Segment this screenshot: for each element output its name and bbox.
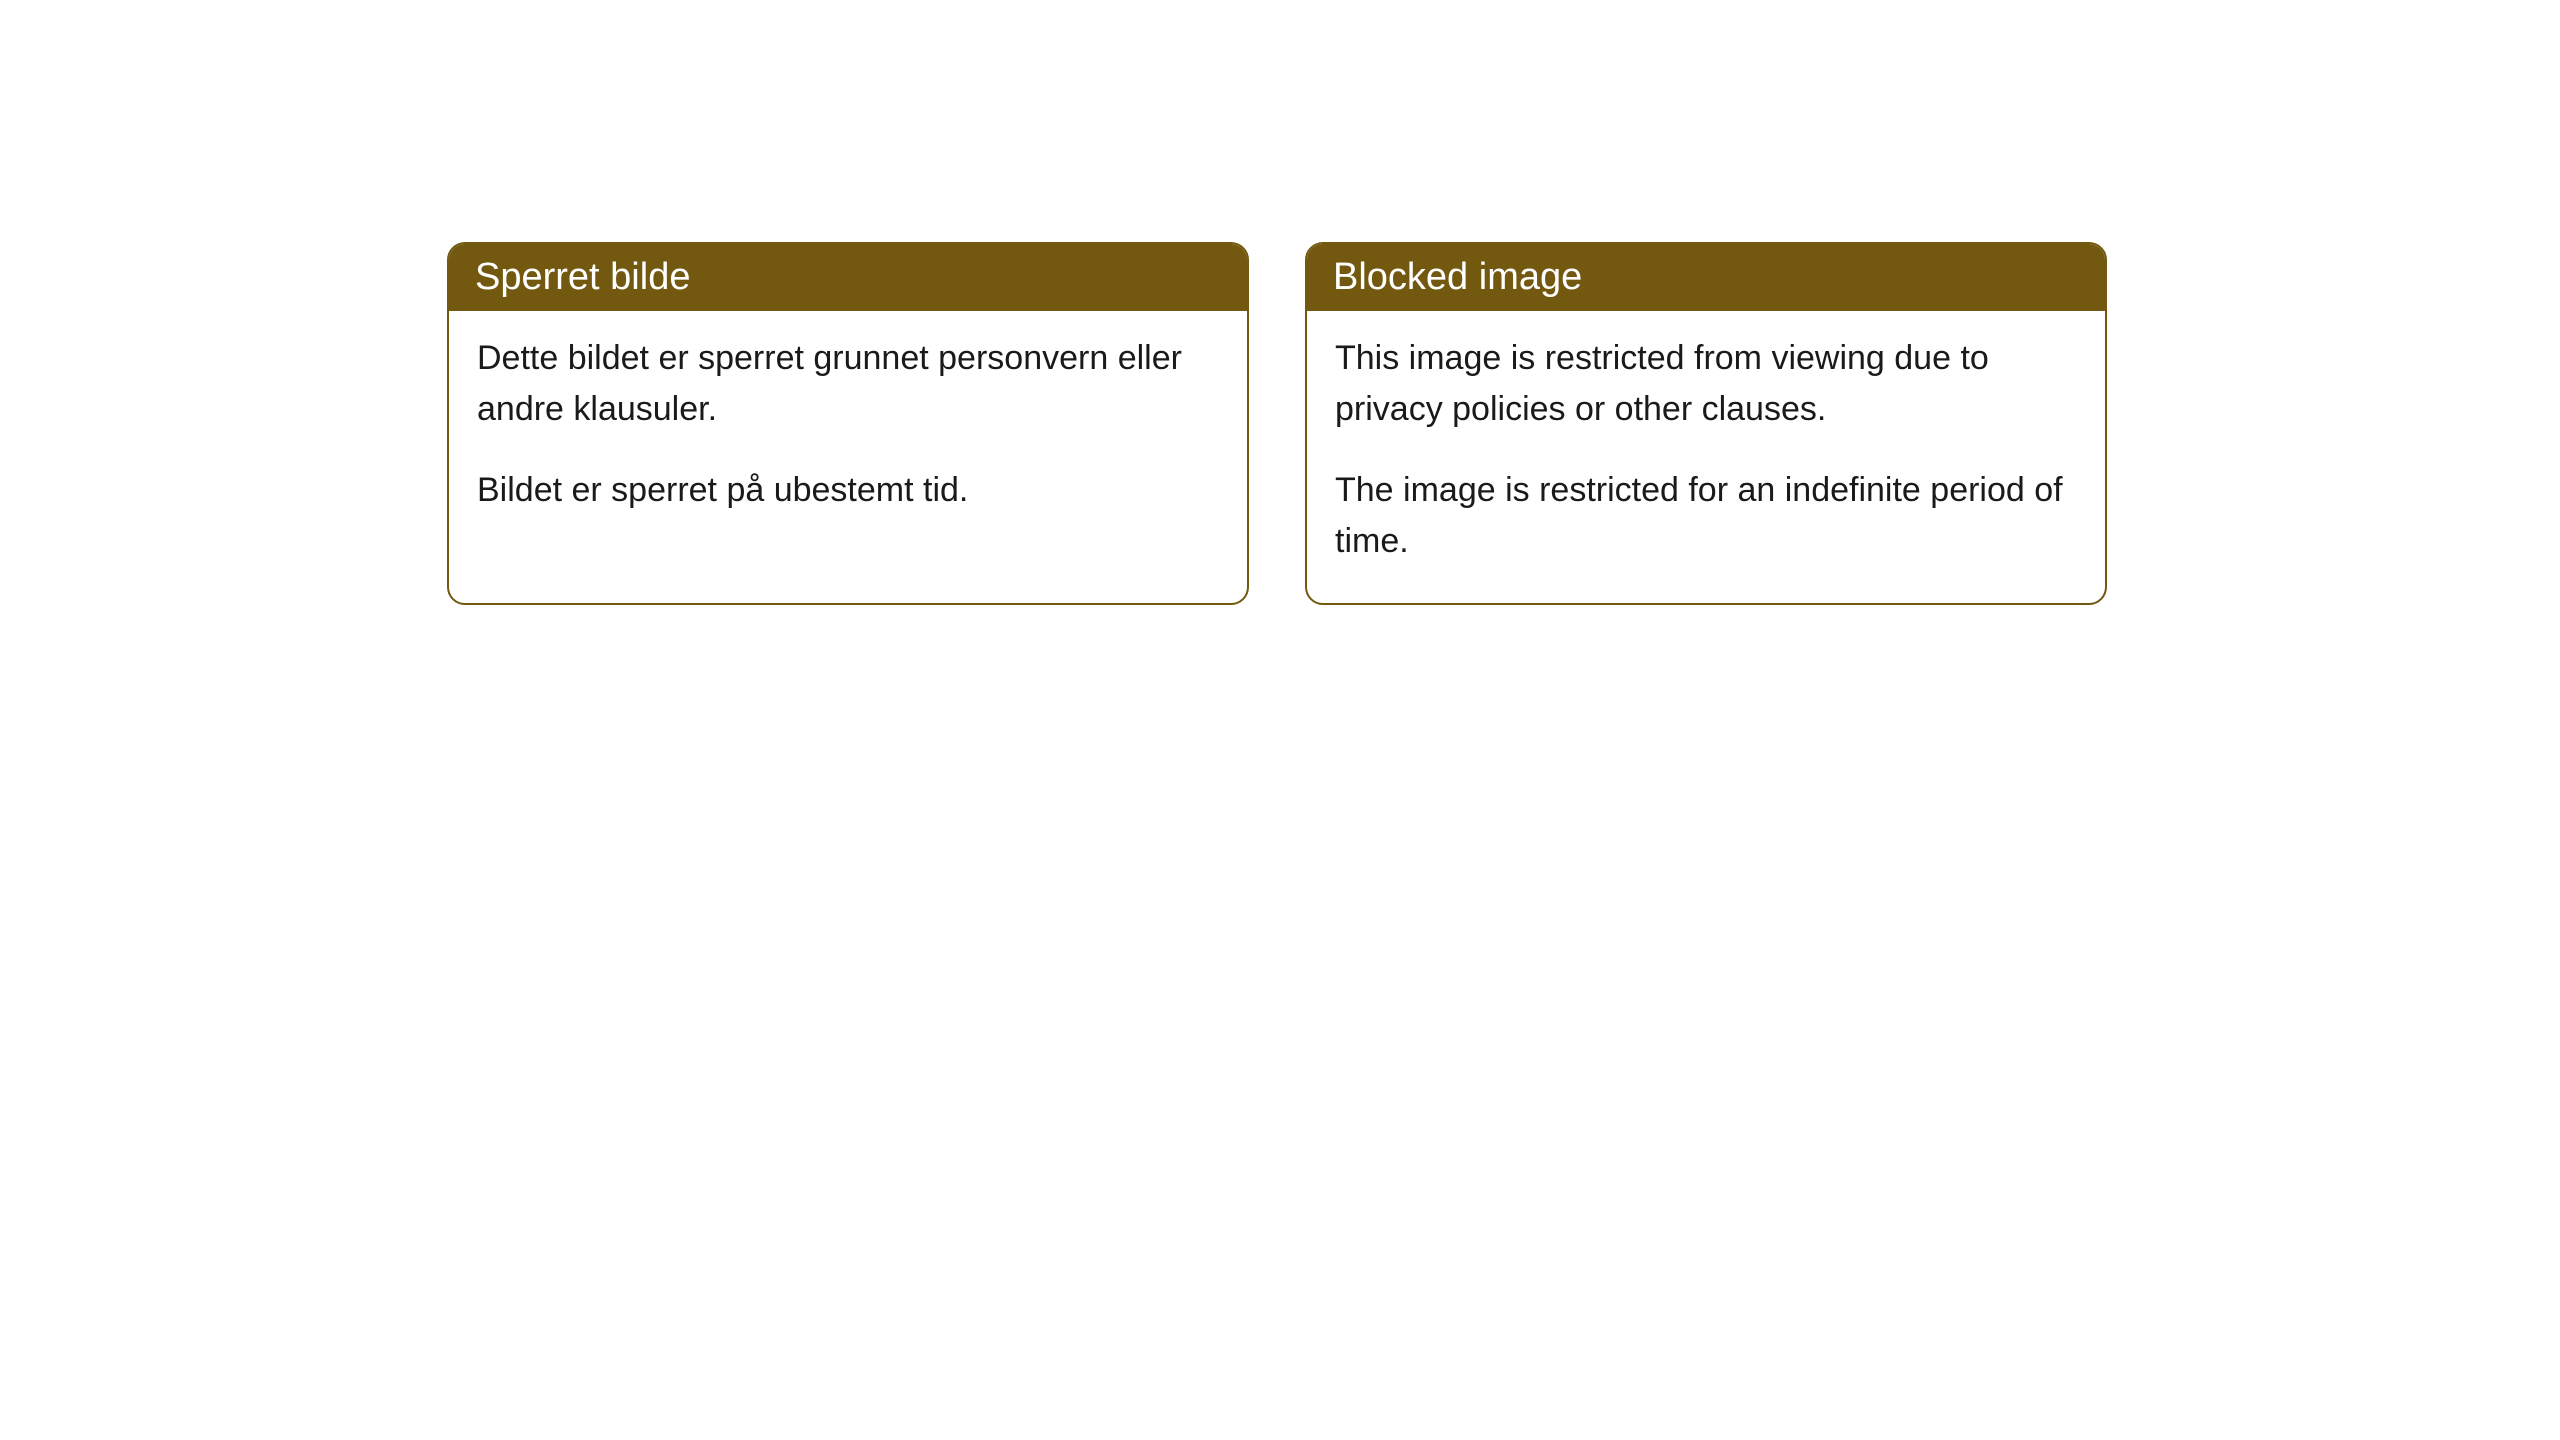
card-header-no: Sperret bilde	[449, 244, 1247, 311]
blocked-image-card-no: Sperret bilde Dette bildet er sperret gr…	[447, 242, 1249, 605]
card-title-no: Sperret bilde	[475, 256, 690, 298]
card-paragraph-1-en: This image is restricted from viewing du…	[1335, 333, 2077, 435]
card-paragraph-1-no: Dette bildet er sperret grunnet personve…	[477, 333, 1219, 435]
card-header-en: Blocked image	[1307, 244, 2105, 311]
card-paragraph-2-en: The image is restricted for an indefinit…	[1335, 465, 2077, 567]
card-title-en: Blocked image	[1333, 256, 1582, 298]
card-paragraph-2-no: Bildet er sperret på ubestemt tid.	[477, 465, 1219, 516]
blocked-image-card-en: Blocked image This image is restricted f…	[1305, 242, 2107, 605]
cards-container: Sperret bilde Dette bildet er sperret gr…	[0, 0, 2560, 605]
card-body-no: Dette bildet er sperret grunnet personve…	[449, 311, 1247, 552]
card-body-en: This image is restricted from viewing du…	[1307, 311, 2105, 603]
